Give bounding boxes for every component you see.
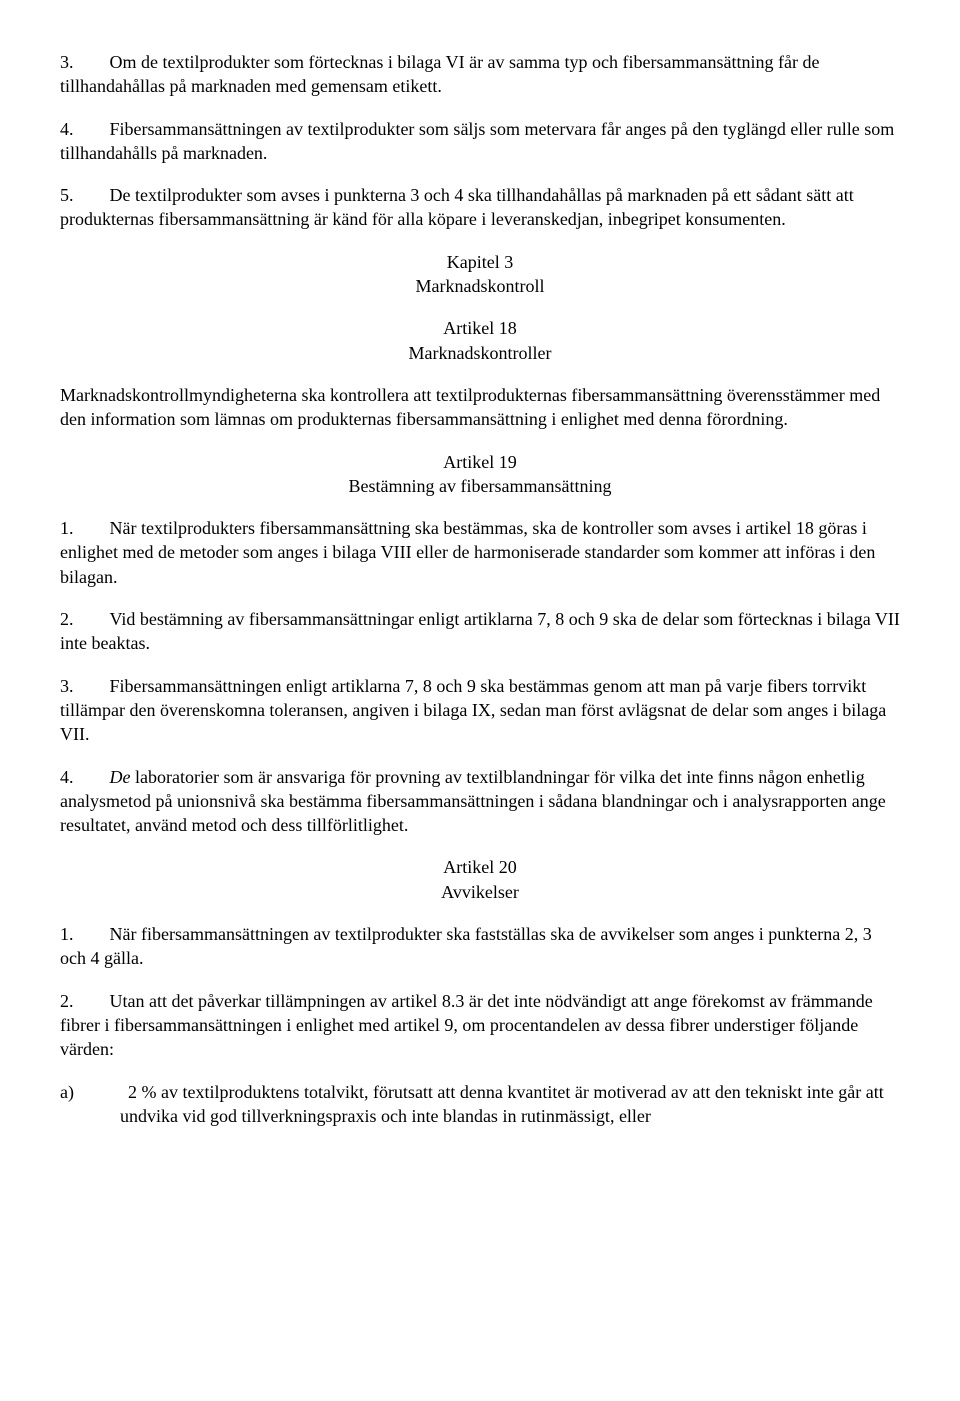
article-18-title: Marknadskontroller <box>60 341 900 365</box>
paragraph-5: 5. De textilprodukter som avses i punkte… <box>60 183 900 232</box>
chapter-3-number: Kapitel 3 <box>60 250 900 274</box>
article-18-heading: Artikel 18 Marknadskontroller <box>60 316 900 365</box>
para-4-italic: De <box>110 767 131 787</box>
article-20-para-1: 1. När fibersammansättningen av textilpr… <box>60 922 900 971</box>
paragraph-4: 4. Fibersammansättningen av textilproduk… <box>60 117 900 166</box>
article-20-para-2: 2. Utan att det påverkar tillämpningen a… <box>60 989 900 1062</box>
article-20-number: Artikel 20 <box>60 855 900 879</box>
article-19-para-2: 2. Vid bestämning av fibersammansättning… <box>60 607 900 656</box>
chapter-3-title: Marknadskontroll <box>60 274 900 298</box>
article-19-para-3: 3. Fibersammansättningen enligt artiklar… <box>60 674 900 747</box>
article-18-body: Marknadskontrollmyndigheterna ska kontro… <box>60 383 900 432</box>
article-20-title: Avvikelser <box>60 880 900 904</box>
article-19-heading: Artikel 19 Bestämning av fibersammansätt… <box>60 450 900 499</box>
para-4-rest: laboratorier som är ansvariga för provni… <box>60 767 886 836</box>
article-20-heading: Artikel 20 Avvikelser <box>60 855 900 904</box>
article-19-number: Artikel 19 <box>60 450 900 474</box>
paragraph-3: 3. Om de textilprodukter som förtecknas … <box>60 50 900 99</box>
article-19-para-4: 4. De laboratorier som är ansvariga för … <box>60 765 900 838</box>
article-19-title: Bestämning av fibersammansättning <box>60 474 900 498</box>
chapter-3-heading: Kapitel 3 Marknadskontroll <box>60 250 900 299</box>
para-4-prefix: 4. <box>60 767 110 787</box>
article-19-para-1: 1. När textilprodukters fibersammansättn… <box>60 516 900 589</box>
article-18-number: Artikel 18 <box>60 316 900 340</box>
article-20-item-a: a) 2 % av textilproduktens totalvikt, fö… <box>60 1080 900 1129</box>
